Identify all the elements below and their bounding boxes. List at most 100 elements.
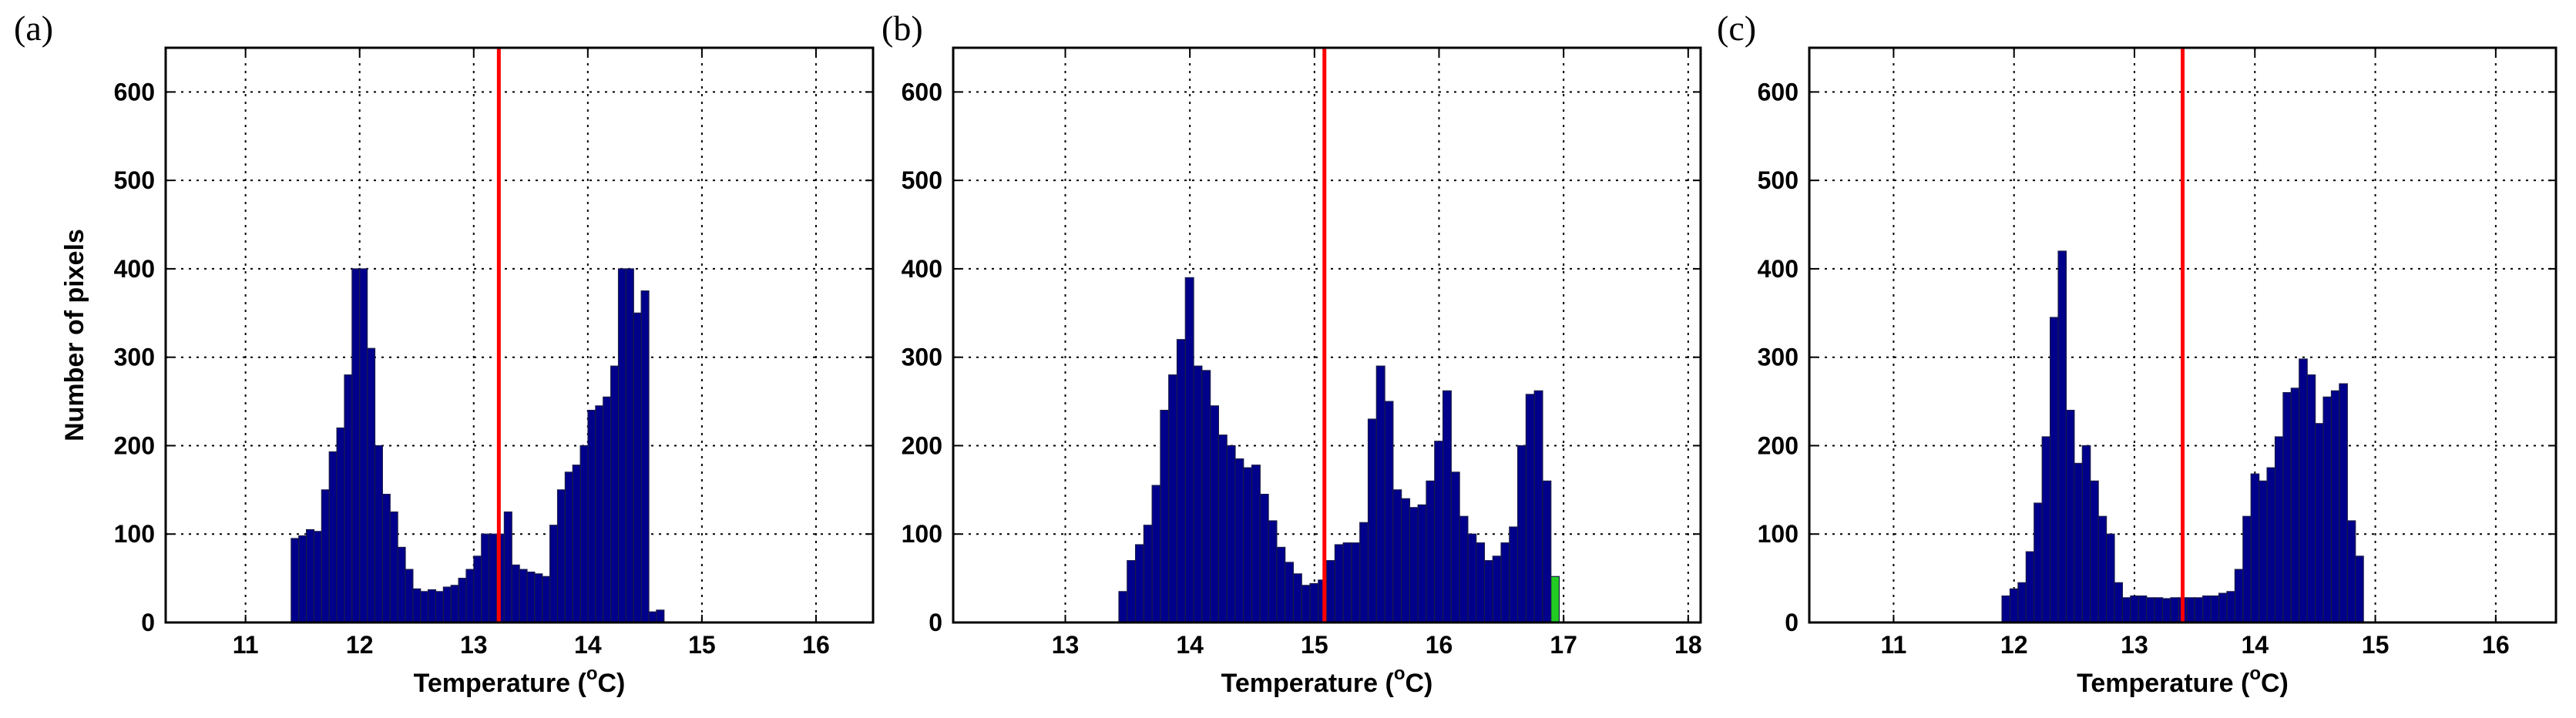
- x-tick-label: 15: [2362, 631, 2390, 659]
- histogram-bar: [2130, 595, 2139, 623]
- panel-3: (c) 11 12 13 14 15 16 0 100 200 300 400 500 600 Temper…: [1717, 8, 2558, 698]
- histogram-bar: [1476, 542, 1486, 623]
- histogram-bar: [489, 533, 498, 623]
- histogram-bar: [1201, 370, 1211, 623]
- histogram-bar: [1417, 504, 1427, 623]
- histogram-bar: [2226, 591, 2235, 623]
- histogram-bar: [640, 290, 650, 623]
- histogram-bar: [564, 471, 573, 623]
- histogram-bar: [1259, 493, 1269, 623]
- y-tick-label: 0: [1785, 609, 1798, 636]
- histogram-bar: [2121, 597, 2131, 623]
- x-tick-label: 16: [2482, 631, 2510, 659]
- histogram-bar: [1151, 485, 1161, 623]
- histogram-bar: [579, 445, 589, 623]
- histogram-bar: [1492, 555, 1502, 623]
- histogram-bar: [2009, 588, 2019, 623]
- x-tick-label: 16: [1426, 631, 1453, 659]
- histogram-bar: [2210, 595, 2220, 623]
- histogram-bar: [1517, 445, 1526, 623]
- histogram-bar: [367, 347, 376, 623]
- histogram-bar: [1276, 546, 1286, 623]
- x-axis-label-unit: C): [1406, 669, 1433, 698]
- histogram-bar: [420, 591, 429, 623]
- histogram-bar: [1160, 409, 1170, 623]
- x-axis-label: Temperature (oC): [414, 663, 626, 698]
- x-axis-label-main: Temperature (: [2077, 669, 2250, 698]
- y-axis-label: Number of pixels: [60, 229, 89, 441]
- histogram-bar: [2194, 597, 2204, 623]
- histogram-bar: [2034, 502, 2043, 623]
- histogram-bar: [2050, 317, 2059, 623]
- histogram-bar: [526, 571, 536, 623]
- histogram-bar: [534, 573, 543, 623]
- histogram-bar: [2355, 555, 2364, 623]
- histogram-bar: [610, 365, 620, 623]
- panel-label: (b): [882, 8, 923, 48]
- histogram-bar: [435, 591, 444, 623]
- histogram-bar: [2138, 595, 2148, 623]
- histogram-bar: [648, 611, 657, 623]
- histogram-bar: [2250, 473, 2260, 623]
- histogram-bar: [503, 511, 512, 623]
- histogram-bar: [298, 535, 307, 623]
- x-tick-label: 14: [1176, 631, 1204, 659]
- x-tick-label: 13: [1052, 631, 1080, 659]
- histogram-bar: [336, 427, 345, 623]
- histogram-bar: [1217, 434, 1228, 623]
- panel-label: (c): [1717, 8, 1756, 48]
- histogram-bar: [1401, 498, 1411, 623]
- histogram-bar: [2090, 480, 2099, 623]
- histogram-bar: [412, 588, 421, 623]
- x-tick-label: 17: [1550, 631, 1577, 659]
- histogram-bar: [1351, 542, 1361, 623]
- histogram-bar: [2339, 383, 2348, 623]
- histogram-bar: [1251, 465, 1261, 623]
- x-axis-label-main: Temperature (: [1221, 669, 1395, 698]
- histogram-bar: [351, 268, 361, 623]
- histogram-bar: [1434, 441, 1444, 623]
- histogram-bar: [291, 538, 300, 623]
- histogram-bar: [1118, 591, 1128, 623]
- y-tick-label: 600: [1758, 78, 1798, 106]
- x-tick-label: 14: [2241, 631, 2269, 659]
- histogram-bar: [1234, 458, 1244, 623]
- histogram-bar: [2202, 595, 2212, 623]
- histogram-bar: [1375, 365, 1385, 623]
- histogram-bar: [465, 569, 475, 623]
- histogram-bar: [2161, 598, 2171, 623]
- histogram-bar: [359, 268, 368, 623]
- y-tick-label: 500: [902, 166, 942, 194]
- x-tick-label: 12: [2000, 631, 2028, 659]
- histogram-bar: [2025, 551, 2035, 623]
- plot-frame: [164, 46, 875, 624]
- histogram-bar: [625, 268, 634, 623]
- y-tick-label: 500: [1758, 166, 1798, 194]
- histogram-bar: [1184, 277, 1194, 623]
- histogram-bar: [2017, 582, 2027, 623]
- histogram-bar: [374, 445, 383, 623]
- histogram-bar: [617, 268, 627, 623]
- histogram-bar: [1292, 573, 1302, 623]
- histogram-bar: [321, 489, 330, 623]
- histogram-bar: [549, 525, 559, 623]
- y-tick-label: 100: [1758, 520, 1798, 548]
- histogram-bar: [1392, 489, 1402, 623]
- y-tick-label: 400: [114, 255, 155, 283]
- histogram-bar: [1409, 507, 1419, 623]
- histogram-bar: [2218, 592, 2228, 623]
- histogram-bar: [381, 493, 391, 623]
- histogram-bar: [603, 396, 612, 623]
- histogram-bar: [389, 511, 398, 623]
- y-tick-label: 200: [902, 431, 942, 459]
- y-tick-label: 400: [902, 255, 942, 283]
- panel-label: (a): [14, 8, 53, 48]
- histogram-bar: [2259, 480, 2268, 623]
- x-tick-label: 11: [233, 631, 259, 659]
- x-axis-label: Temperature (oC): [1221, 663, 1433, 698]
- histogram-bar: [2306, 374, 2316, 623]
- x-axis-label-sup: o: [586, 663, 598, 684]
- histogram-bar: [2065, 409, 2075, 623]
- histogram-bar: [656, 609, 665, 623]
- x-axis-label-unit: C): [2261, 669, 2289, 698]
